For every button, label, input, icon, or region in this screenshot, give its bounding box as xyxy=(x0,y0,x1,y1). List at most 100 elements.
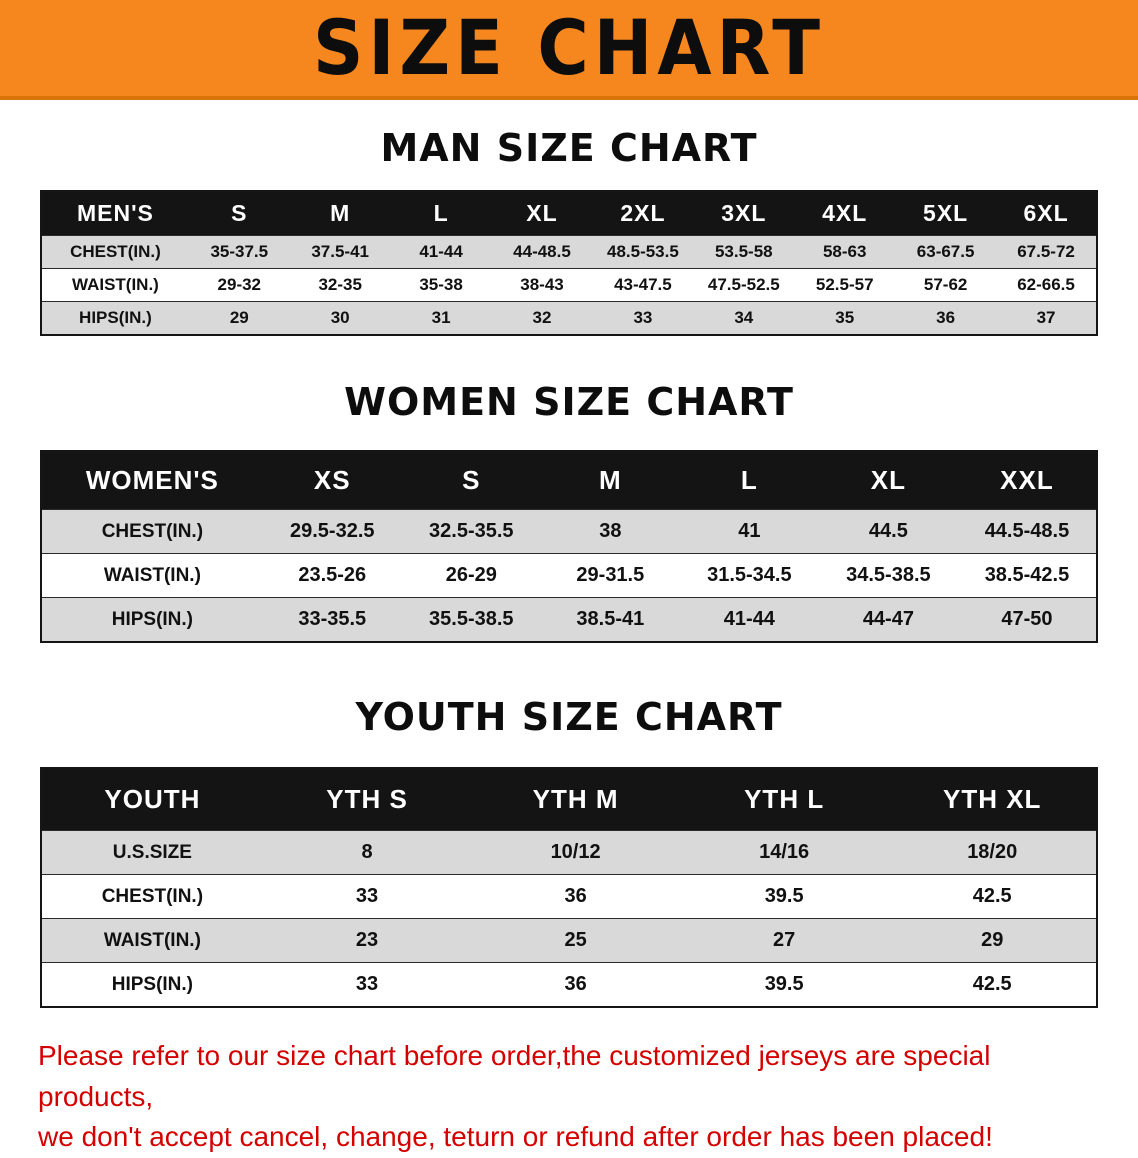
value-cell: 63-67.5 xyxy=(895,235,997,269)
value-cell: 36 xyxy=(471,962,680,1007)
size-header-cell: 4XL xyxy=(794,191,896,236)
value-cell: 33-35.5 xyxy=(262,597,402,642)
row-label-cell: WAIST(IN.) xyxy=(41,268,189,302)
value-cell: 25 xyxy=(471,918,680,963)
value-cell: 33 xyxy=(262,874,472,919)
table-row: WAIST(IN.) 23.5-26 26-29 29-31.5 31.5-34.5 34… xyxy=(41,553,1097,598)
row-label-cell: HIPS(IN.) xyxy=(41,597,263,642)
men-size-section: MAN SIZE CHART MEN'S S M L XL 2XL 3XL 4XL 5XL 6XL… xyxy=(0,100,1138,336)
table-row: WAIST(IN.) 29-32 32-35 35-38 38-43 43-47.5 47.… xyxy=(41,268,1097,302)
value-cell: 32.5-35.5 xyxy=(401,509,541,554)
value-cell: 39.5 xyxy=(679,962,889,1007)
table-row: HIPS(IN.) 29 30 31 32 33 34 35 36 37 xyxy=(41,301,1097,335)
value-cell: 44.5-48.5 xyxy=(957,509,1097,554)
value-cell: 43-47.5 xyxy=(592,268,694,302)
value-cell: 37 xyxy=(996,301,1097,335)
row-label-cell: HIPS(IN.) xyxy=(41,962,263,1007)
disclaimer-line-1: Please refer to our size chart before or… xyxy=(38,1040,991,1112)
value-cell: 58-63 xyxy=(794,235,896,269)
value-cell: 41-44 xyxy=(679,597,819,642)
women-section-heading: WOMEN SIZE CHART xyxy=(344,380,794,424)
women-size-table: WOMEN'S XS S M L XL XXL CHEST(IN.) 29.5-32.5 32.5… xyxy=(40,450,1098,643)
row-label-cell: WAIST(IN.) xyxy=(41,553,263,598)
row-label-cell: CHEST(IN.) xyxy=(41,874,263,919)
value-cell: 48.5-53.5 xyxy=(592,235,694,269)
table-title-cell: YOUTH xyxy=(41,768,263,831)
value-cell: 41 xyxy=(679,509,819,554)
row-label-cell: HIPS(IN.) xyxy=(41,301,189,335)
size-header-cell: S xyxy=(401,451,541,510)
youth-section-heading: YOUTH SIZE CHART xyxy=(355,695,783,739)
value-cell: 36 xyxy=(471,874,680,919)
value-cell: 33 xyxy=(262,962,472,1007)
row-label-cell: CHEST(IN.) xyxy=(41,509,263,554)
value-cell: 29-32 xyxy=(188,268,290,302)
table-header-row: YOUTH YTH S YTH M YTH L YTH XL xyxy=(41,768,1097,831)
value-cell: 29 xyxy=(888,918,1097,963)
size-header-cell: 5XL xyxy=(895,191,997,236)
value-cell: 35-37.5 xyxy=(188,235,290,269)
table-header-row: WOMEN'S XS S M L XL XXL xyxy=(41,451,1097,510)
value-cell: 38.5-41 xyxy=(540,597,680,642)
size-chart-banner: SIZE CHART xyxy=(0,0,1138,100)
row-label-cell: WAIST(IN.) xyxy=(41,918,263,963)
value-cell: 47-50 xyxy=(957,597,1097,642)
value-cell: 31.5-34.5 xyxy=(679,553,819,598)
value-cell: 38-43 xyxy=(491,268,593,302)
value-cell: 23.5-26 xyxy=(262,553,402,598)
size-header-cell: L xyxy=(679,451,819,510)
youth-size-table: YOUTH YTH S YTH M YTH L YTH XL U.S.SIZE 8 10/12… xyxy=(40,767,1098,1008)
size-header-cell: 2XL xyxy=(592,191,694,236)
value-cell: 52.5-57 xyxy=(794,268,896,302)
size-header-cell: YTH L xyxy=(679,768,889,831)
women-size-section: WOMEN SIZE CHART WOMEN'S XS S M L XL XXL CHEST(… xyxy=(0,336,1138,643)
size-header-cell: XS xyxy=(262,451,402,510)
value-cell: 36 xyxy=(895,301,997,335)
value-cell: 44.5 xyxy=(818,509,958,554)
value-cell: 62-66.5 xyxy=(996,268,1097,302)
size-header-cell: XXL xyxy=(957,451,1097,510)
size-header-cell: YTH S xyxy=(262,768,472,831)
table-row: CHEST(IN.) 35-37.5 37.5-41 41-44 44-48.5 48.5… xyxy=(41,235,1097,269)
value-cell: 44-47 xyxy=(818,597,958,642)
table-row: CHEST(IN.) 33 36 39.5 42.5 xyxy=(41,874,1097,919)
value-cell: 57-62 xyxy=(895,268,997,302)
value-cell: 14/16 xyxy=(679,830,889,875)
value-cell: 41-44 xyxy=(390,235,492,269)
value-cell: 31 xyxy=(390,301,492,335)
value-cell: 27 xyxy=(679,918,889,963)
youth-size-section: YOUTH SIZE CHART YOUTH YTH S YTH M YTH L YTH… xyxy=(0,643,1138,1008)
value-cell: 26-29 xyxy=(401,553,541,598)
value-cell: 42.5 xyxy=(888,962,1097,1007)
value-cell: 29-31.5 xyxy=(540,553,680,598)
value-cell: 47.5-52.5 xyxy=(693,268,795,302)
value-cell: 39.5 xyxy=(679,874,889,919)
size-header-cell: XL xyxy=(818,451,958,510)
men-size-table: MEN'S S M L XL 2XL 3XL 4XL 5XL 6XL CHEST(IN.) 35-37… xyxy=(40,190,1098,336)
disclaimer-line-2: we don't accept cancel, change, teturn o… xyxy=(38,1121,993,1153)
value-cell: 42.5 xyxy=(888,874,1097,919)
size-header-cell: 6XL xyxy=(996,191,1097,236)
value-cell: 53.5-58 xyxy=(693,235,795,269)
value-cell: 34.5-38.5 xyxy=(818,553,958,598)
value-cell: 35.5-38.5 xyxy=(401,597,541,642)
size-header-cell: XL xyxy=(491,191,593,236)
value-cell: 44-48.5 xyxy=(491,235,593,269)
value-cell: 32-35 xyxy=(289,268,391,302)
value-cell: 37.5-41 xyxy=(289,235,391,269)
value-cell: 29 xyxy=(188,301,290,335)
men-section-heading: MAN SIZE CHART xyxy=(380,126,758,170)
value-cell: 38.5-42.5 xyxy=(957,553,1097,598)
size-header-cell: M xyxy=(289,191,391,236)
size-header-cell: M xyxy=(540,451,680,510)
table-row: WAIST(IN.) 23 25 27 29 xyxy=(41,918,1097,963)
table-title-cell: MEN'S xyxy=(41,191,189,236)
size-header-cell: S xyxy=(188,191,290,236)
banner-title: SIZE CHART xyxy=(312,3,826,93)
table-title-cell: WOMEN'S xyxy=(41,451,263,510)
value-cell: 18/20 xyxy=(888,830,1097,875)
table-row: CHEST(IN.) 29.5-32.5 32.5-35.5 38 41 44.5 44.5… xyxy=(41,509,1097,554)
table-header-row: MEN'S S M L XL 2XL 3XL 4XL 5XL 6XL xyxy=(41,191,1097,236)
value-cell: 10/12 xyxy=(471,830,680,875)
value-cell: 35-38 xyxy=(390,268,492,302)
